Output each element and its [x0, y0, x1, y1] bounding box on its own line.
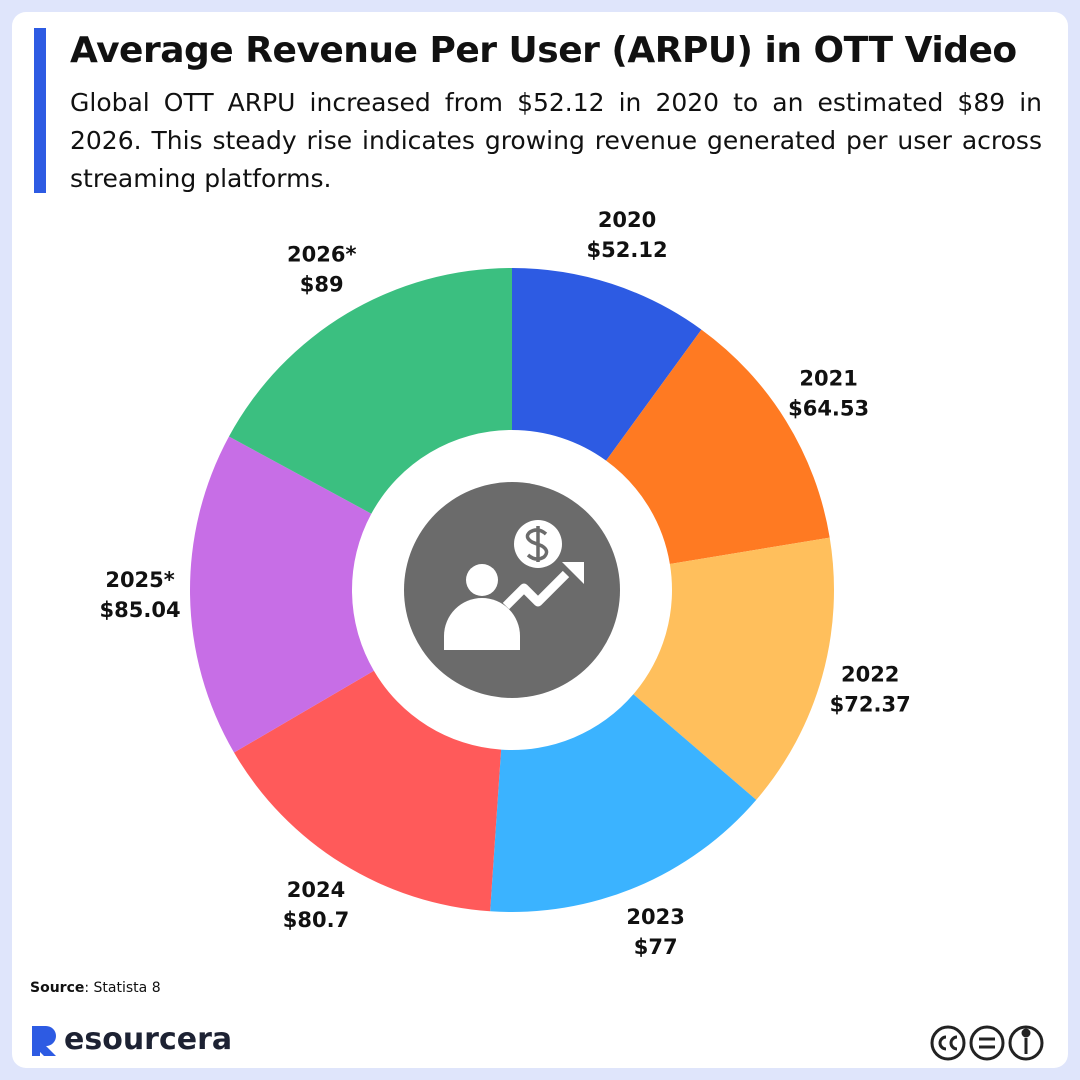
brand: esourcera	[64, 1022, 233, 1057]
slice-category-label: 2020	[598, 208, 656, 232]
slice-value-label: $52.12	[587, 238, 668, 262]
slice-value-label: $72.37	[830, 692, 911, 716]
license-icons	[930, 1025, 1044, 1061]
center-icon-bg	[404, 482, 620, 698]
slice	[190, 436, 374, 753]
slice-value-label: $77	[634, 935, 678, 959]
brand-logo	[32, 1026, 56, 1056]
slice-value-label: $80.7	[283, 908, 349, 932]
slice-category-label: 2026*	[287, 242, 356, 266]
center-icon	[444, 520, 584, 650]
slice-category-label: 2021	[799, 367, 857, 391]
source: Source: Statista 8	[30, 980, 161, 996]
slice-category-label: 2023	[626, 905, 684, 929]
slice-category-label: 2022	[841, 662, 899, 686]
slice-value-label: $85.04	[100, 598, 181, 622]
source-text: : Statista 8	[84, 980, 161, 996]
title: Average Revenue Per User (ARPU) in OTT V…	[70, 30, 1017, 71]
slice	[512, 268, 702, 461]
slice	[228, 268, 512, 514]
slice	[606, 329, 830, 564]
source-label: Source	[30, 980, 85, 996]
slice-value-label: $64.53	[788, 397, 869, 421]
subtitle: Global OTT ARPU increased from $52.12 in…	[70, 88, 1042, 193]
slice	[490, 694, 757, 912]
slice-category-label: 2025*	[105, 568, 174, 592]
slice	[633, 537, 834, 800]
slice	[234, 670, 502, 912]
slice-category-label: 2024	[287, 878, 345, 902]
slice-value-label: $89	[300, 272, 344, 296]
accent-bar	[34, 28, 46, 193]
